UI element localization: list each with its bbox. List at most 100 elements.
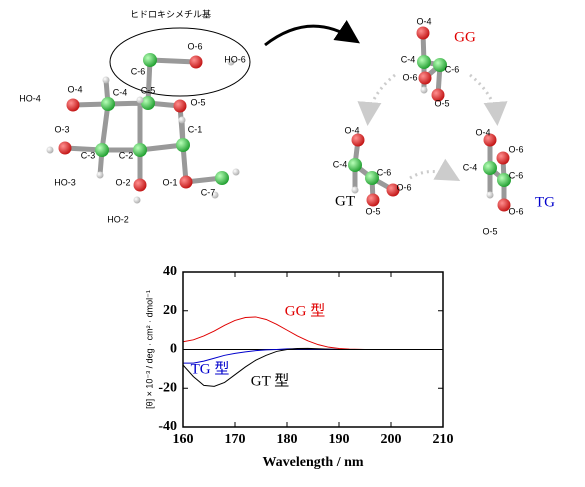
conformer-name: GG <box>454 29 476 45</box>
atom <box>483 161 497 175</box>
atom <box>96 171 104 179</box>
atom <box>433 58 447 72</box>
atom-label: C-7 <box>201 187 216 197</box>
atom-label: O-3 <box>54 124 69 134</box>
arrow <box>264 20 360 47</box>
atom <box>232 168 240 176</box>
atom <box>133 178 147 192</box>
atom-label: C-1 <box>188 124 203 134</box>
atom <box>497 198 511 212</box>
equilibrium-arrows <box>357 73 508 181</box>
group-label: ヒドロキシメチル基 <box>130 8 211 19</box>
series-line <box>182 347 443 387</box>
atom-label: O-6 <box>187 41 202 51</box>
atom <box>348 158 362 172</box>
atom <box>133 143 147 157</box>
atom-label: C-4 <box>401 54 416 64</box>
atom <box>66 98 80 112</box>
atom <box>46 146 54 154</box>
atom <box>95 143 109 157</box>
atom <box>189 55 203 69</box>
atom <box>143 53 157 67</box>
atom-label: HO-4 <box>19 93 41 103</box>
atom <box>227 58 235 66</box>
series-label: TG 型 <box>191 360 230 377</box>
atom <box>496 151 510 165</box>
x-axis-label: Wavelength / nm <box>262 455 363 470</box>
atom <box>179 175 193 189</box>
atom-label: O-4 <box>344 125 359 135</box>
atom <box>215 171 229 185</box>
atom <box>211 191 219 199</box>
atom-label: O-6 <box>508 206 523 216</box>
atom-label: C-6 <box>509 170 524 180</box>
atom <box>102 76 110 84</box>
atom <box>173 99 187 113</box>
x-tick-label: 180 <box>277 432 298 447</box>
conformer-name: TG <box>535 194 555 210</box>
x-tick-label: 170 <box>225 432 246 447</box>
atom-label: O-6 <box>508 144 523 154</box>
conformer-name: GT <box>335 193 355 209</box>
atom-label: C-6 <box>131 66 146 76</box>
atom-label: O-4 <box>67 84 82 94</box>
series-line <box>182 316 443 350</box>
atom <box>497 173 511 187</box>
atom <box>178 116 186 124</box>
atom <box>141 96 155 110</box>
atom-label: O-6 <box>402 72 417 82</box>
atom <box>416 26 430 40</box>
atom <box>366 193 380 207</box>
y-tick-label: 20 <box>163 303 177 318</box>
atom-label: C-6 <box>445 64 460 74</box>
plot-frame <box>182 271 444 428</box>
atom-label: C-4 <box>333 159 348 169</box>
series-label: GG 型 <box>285 302 325 319</box>
atom <box>420 86 428 94</box>
atom <box>483 133 497 147</box>
atom <box>351 133 365 147</box>
atom <box>58 141 72 155</box>
atom-label: C-5 <box>141 85 156 95</box>
atom <box>365 171 379 185</box>
x-tick-label: 160 <box>173 432 194 447</box>
atom-label: O-1 <box>162 177 177 187</box>
atom <box>176 138 190 152</box>
atom <box>133 196 141 204</box>
atom-label: O-5 <box>482 226 497 236</box>
atom <box>136 96 144 104</box>
atom-label: HO-3 <box>54 177 76 187</box>
atom-label: C-6 <box>377 167 392 177</box>
x-tick-label: 190 <box>329 432 350 447</box>
series-label: GT 型 <box>251 372 289 389</box>
atom-label: C-4 <box>113 87 128 97</box>
x-tick-label: 200 <box>381 432 402 447</box>
atom <box>418 71 432 85</box>
atom <box>101 97 115 111</box>
atom <box>486 191 494 199</box>
atom-label: O-4 <box>475 127 490 137</box>
y-tick-label: 0 <box>170 342 177 357</box>
atom-label: C-4 <box>463 162 478 172</box>
atom-label: C-3 <box>81 150 96 160</box>
atom-label: C-2 <box>119 150 134 160</box>
atom <box>417 55 431 69</box>
y-tick-label: -20 <box>158 380 177 395</box>
atom-label: O-5 <box>434 98 449 108</box>
atom <box>431 88 445 102</box>
atom-label: O-4 <box>416 16 431 26</box>
atom-label: O-2 <box>115 177 130 187</box>
atom <box>351 186 359 194</box>
y-tick-label: 40 <box>163 264 177 279</box>
atom <box>386 183 400 197</box>
atom-label: O-5 <box>190 97 205 107</box>
y-axis-label: [θ] × 10⁻³ / deg · cm² · dmol⁻¹ <box>144 290 154 409</box>
x-tick-label: 210 <box>433 432 454 447</box>
atom-label: HO-6 <box>224 54 246 64</box>
atom-label: O-6 <box>396 182 411 192</box>
group-ellipse <box>109 27 251 97</box>
y-tick-label: -40 <box>158 419 177 434</box>
atom-label: O-5 <box>365 206 380 216</box>
atom-label: HO-2 <box>107 214 129 224</box>
